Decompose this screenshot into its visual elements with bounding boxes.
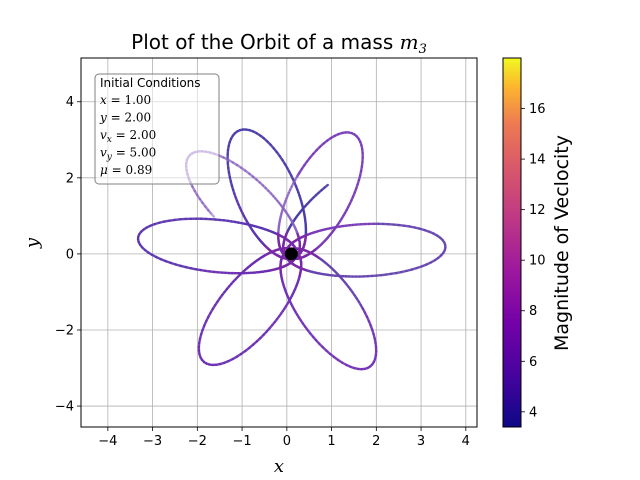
x-axis: −4 −3 −2 −1 0 1 2 3 4 [98,427,470,449]
colorbar-tick-label: 12 [529,203,546,218]
legend-title: Initial Conditions [100,76,201,90]
colorbar [502,57,522,428]
y-tick-label: −2 [55,323,74,338]
plot-frame [80,57,478,428]
y-tick-label: −4 [55,400,74,415]
x-tick-label: 0 [283,434,291,449]
x-tick-label: −4 [98,434,117,449]
y-axis: −4 −2 0 2 4 [55,95,81,415]
legend-entry: vy = 5.00 [100,146,156,163]
x-tick-label: −2 [188,434,207,449]
colorbar-tick-label: 4 [529,405,537,420]
y-tick-label: 2 [66,171,74,186]
orbit-segment [209,212,216,218]
colorbar-tick-label: 16 [529,102,546,117]
colorbar-tick-label: 10 [529,254,546,269]
y-tick-label: 4 [66,95,74,110]
colorbar-axis: 4 6 8 10 12 14 16 [521,102,546,420]
central-mass-point [284,247,298,261]
x-tick-label: 4 [462,434,470,449]
initial-conditions-legend: Initial Conditions x = 1.00 y = 2.00 vx = … [94,73,220,185]
legend-entry: vx = 2.00 [100,128,156,145]
x-tick-label: −3 [143,434,162,449]
y-tick-label: 0 [66,247,74,262]
colorbar-tick-label: 6 [529,355,537,370]
legend-entry: x = 1.00 [100,93,151,107]
colorbar-tick-label: 8 [529,304,537,319]
grid-lines [81,58,477,427]
legend-entry: μ = 0.89 [100,163,152,177]
legend-entry: y = 2.00 [99,111,151,125]
x-tick-label: 1 [327,434,335,449]
x-axis-label: x [274,456,284,477]
x-tick-label: −1 [232,434,251,449]
colorbar-label: Magnitude of Veclocity [551,135,573,351]
x-tick-label: 2 [372,434,380,449]
y-axis-label: y [22,237,43,249]
x-tick-label: 3 [417,434,425,449]
colorbar-tick-label: 14 [529,153,546,168]
chart-title: Plot of the Orbit of a mass m3 [131,30,427,57]
